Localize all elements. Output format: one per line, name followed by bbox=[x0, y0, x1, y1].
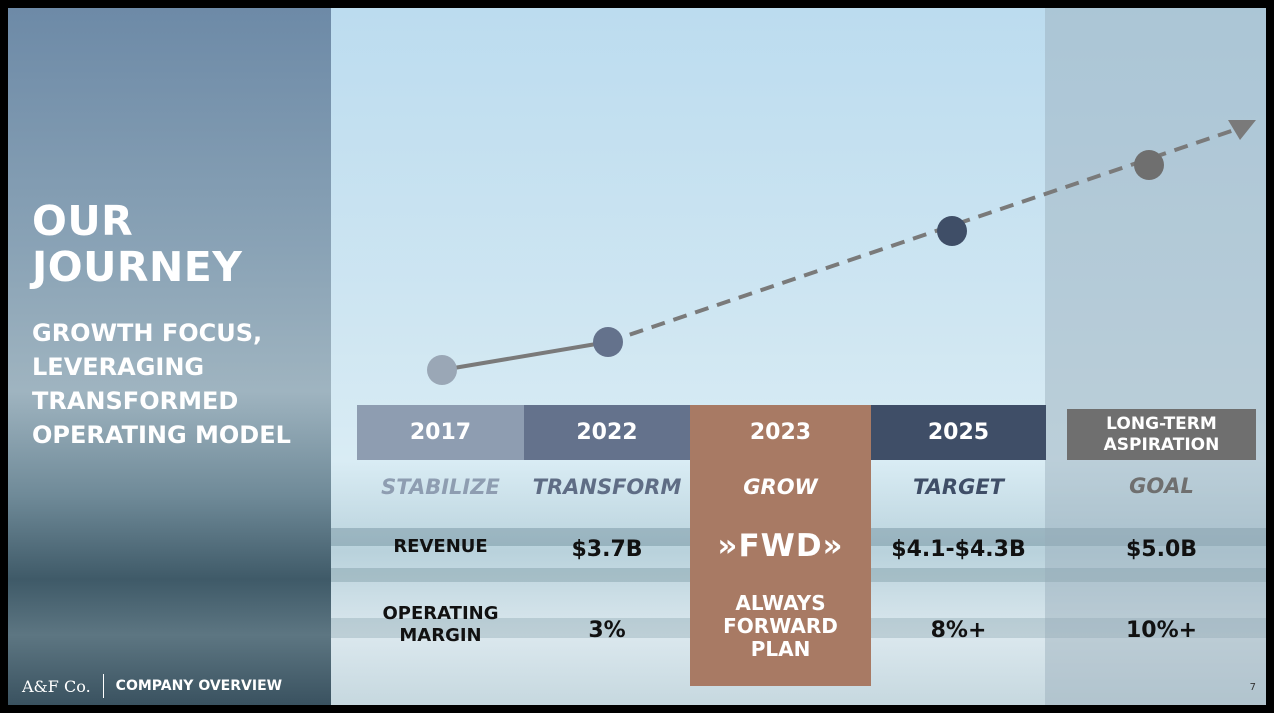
subtitle-line: OPERATING MODEL bbox=[32, 421, 291, 449]
phase-stabilize: STABILIZE bbox=[381, 475, 500, 499]
header-2022: 2022 bbox=[524, 405, 690, 460]
row-label-operating-margin: OPERATING MARGIN bbox=[357, 603, 524, 647]
timeline-point-2022 bbox=[593, 327, 623, 357]
header-line: ASPIRATION bbox=[1103, 434, 1220, 455]
header-2023: 2023 bbox=[690, 405, 871, 460]
timeline-point-2017 bbox=[427, 355, 457, 385]
page-number: 7 bbox=[1249, 682, 1256, 693]
page-subtitle: GROWTH FOCUS, LEVERAGING TRANSFORMED OPE… bbox=[32, 316, 291, 452]
header-line: LONG-TERM bbox=[1106, 413, 1217, 434]
phase-transform: TRANSFORM bbox=[532, 475, 682, 499]
plan-line: FORWARD bbox=[723, 614, 838, 638]
slide: OUR JOURNEY GROWTH FOCUS, LEVERAGING TRA… bbox=[8, 8, 1266, 705]
footer: A&F Co. COMPANY OVERVIEW bbox=[22, 674, 282, 698]
arrow-head-icon bbox=[1228, 120, 1256, 140]
plan-line: ALWAYS bbox=[735, 591, 826, 615]
subtitle-line: LEVERAGING bbox=[32, 353, 205, 381]
row-label-line: OPERATING bbox=[382, 603, 499, 624]
fwd-logo: »FWD» bbox=[717, 528, 844, 564]
header-long-term: LONG-TERM ASPIRATION bbox=[1067, 409, 1256, 460]
timeline-solid-segment bbox=[441, 340, 609, 372]
revenue-goal: $5.0B bbox=[1125, 537, 1198, 562]
margin-2022: 3% bbox=[588, 618, 626, 643]
footer-divider bbox=[102, 674, 104, 698]
always-forward-plan: ALWAYS FORWARD PLAN bbox=[690, 592, 871, 661]
ocean-photo-panel bbox=[8, 8, 331, 705]
page-title: OUR JOURNEY bbox=[32, 198, 242, 290]
phase-target: TARGET bbox=[912, 475, 1005, 499]
timeline-point-goal bbox=[1134, 150, 1164, 180]
footer-label: COMPANY OVERVIEW bbox=[115, 678, 283, 694]
subtitle-line: GROWTH FOCUS, bbox=[32, 319, 263, 347]
goal-column-shade bbox=[1045, 8, 1266, 705]
title-line: OUR bbox=[32, 197, 134, 245]
title-line: JOURNEY bbox=[32, 243, 243, 291]
plan-line: PLAN bbox=[750, 637, 811, 661]
margin-goal: 10%+ bbox=[1125, 618, 1198, 643]
header-2017: 2017 bbox=[357, 405, 524, 460]
phase-goal: GOAL bbox=[1129, 474, 1194, 498]
row-label-line: MARGIN bbox=[399, 625, 482, 646]
phase-grow: GROW bbox=[743, 475, 818, 499]
margin-2025: 8%+ bbox=[930, 618, 987, 643]
subtitle-line: TRANSFORMED bbox=[32, 387, 239, 415]
company-logo: A&F Co. bbox=[22, 676, 91, 696]
row-label-revenue: REVENUE bbox=[393, 536, 488, 557]
revenue-2025: $4.1-$4.3B bbox=[891, 537, 1026, 562]
header-2025: 2025 bbox=[871, 405, 1046, 460]
timeline-graphic bbox=[427, 120, 1256, 385]
timeline-point-2025 bbox=[937, 216, 967, 246]
revenue-2022: $3.7B bbox=[571, 537, 643, 562]
